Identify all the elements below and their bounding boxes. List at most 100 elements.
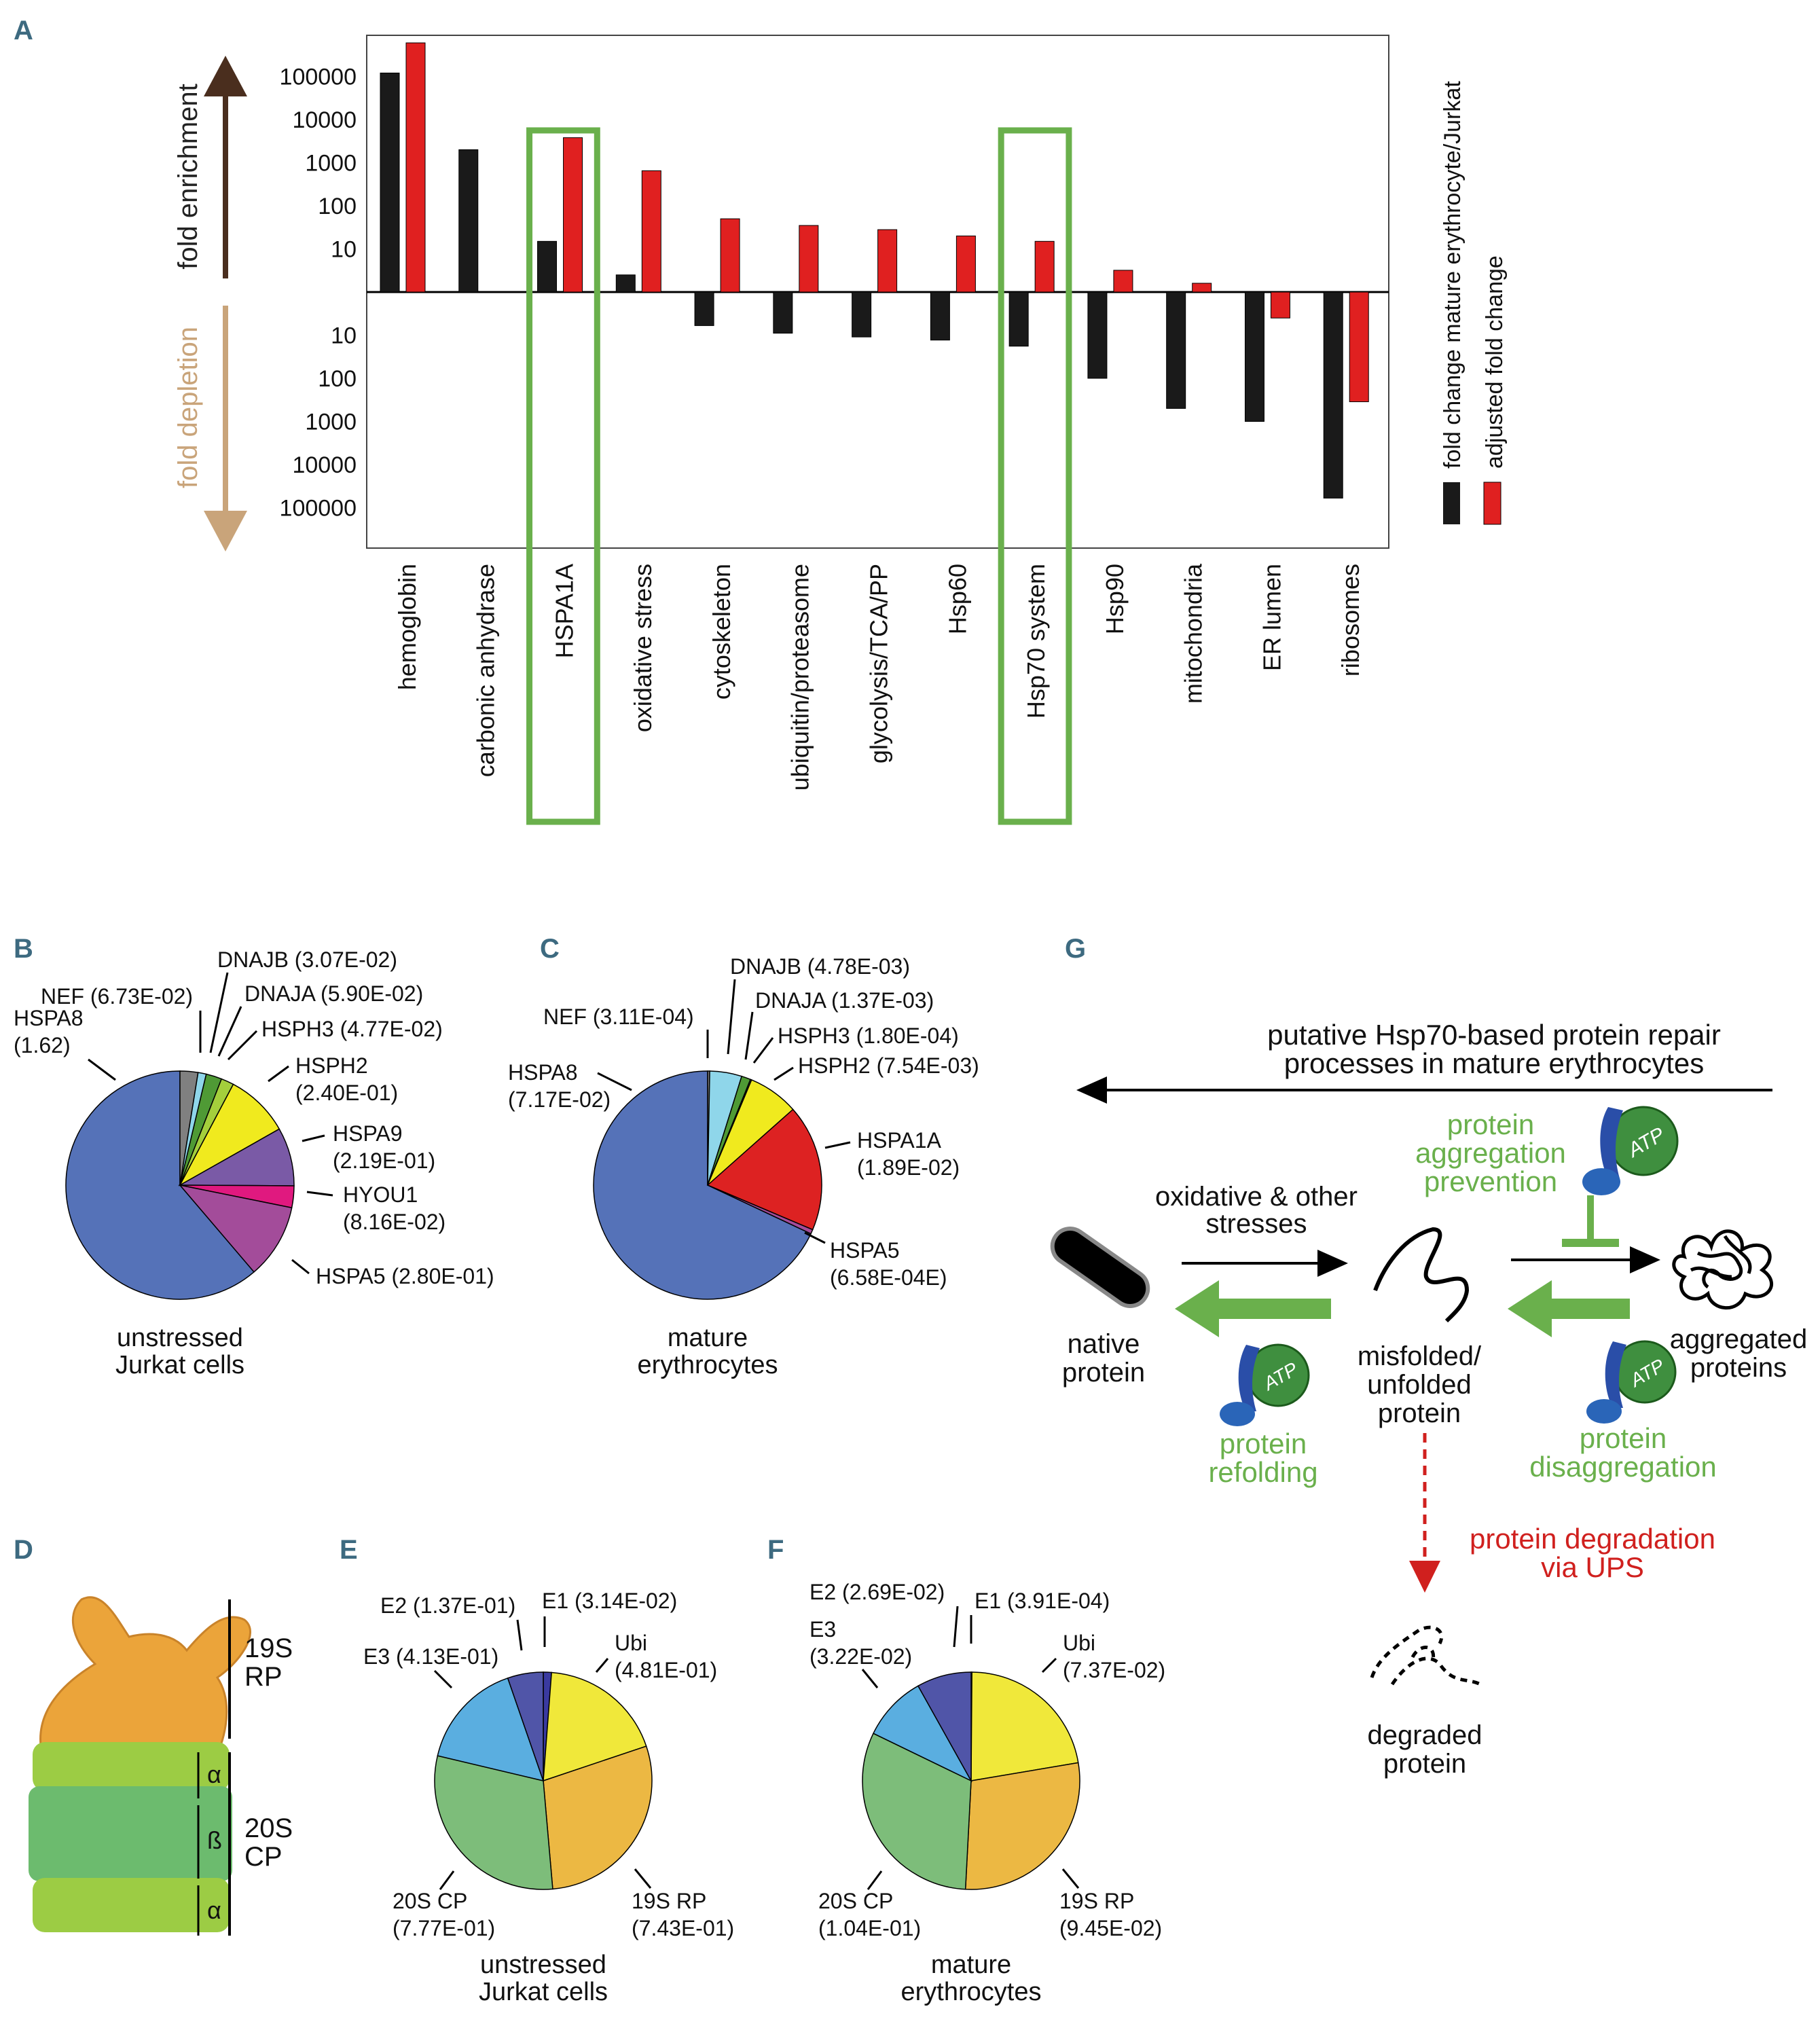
disaggregation-line1: protein <box>1580 1422 1667 1454</box>
leader-c-hspa1a <box>824 1141 851 1149</box>
category-label-oxidative-stress: oxidative stress <box>629 564 657 732</box>
category-label-mitochondria: mitochondria <box>1180 563 1207 704</box>
stress-line2: stresses <box>1206 1209 1307 1239</box>
slice-e-19s-rp <box>543 1745 653 1890</box>
leader-f-e3 <box>861 1669 879 1688</box>
bar-glycolysis-tca-pp-adjusted <box>877 229 898 293</box>
bar-ribosomes-fold-change <box>1323 291 1343 499</box>
value-f-19s: (9.45E-02) <box>1059 1916 1162 1940</box>
value-b-hyou1: (8.16E-02) <box>343 1210 445 1234</box>
slice-b-hspa9 <box>178 1128 295 1187</box>
label-b-dnajb: DNAJB (3.07E-02) <box>217 947 397 972</box>
native-protein-shape <box>1050 1227 1150 1308</box>
slice-c-hspa8 <box>593 1070 812 1300</box>
repair-arrow-head <box>1076 1076 1107 1104</box>
leader-c-dnaja <box>744 1011 754 1060</box>
caption-b-line2: Jurkat cells <box>115 1351 244 1379</box>
label-e-e2: E2 (1.37E-01) <box>380 1593 515 1618</box>
leader-e-ubi <box>595 1658 609 1673</box>
category-label-glycolysis-tca-pp: glycolysis/TCA/PP <box>865 564 893 763</box>
panel-f-letter: F <box>767 1535 784 1565</box>
legend-label-adjusted: adjusted fold change <box>1482 255 1508 469</box>
bar-hsp90-fold-change <box>1087 291 1108 379</box>
native-line2: protein <box>1062 1358 1145 1388</box>
beta-rings <box>29 1786 232 1881</box>
deplete-tick-10000: 10000 <box>292 452 357 478</box>
label-e-e1: E1 (3.14E-02) <box>542 1589 677 1613</box>
deplete-tick-labels: 10 100 1000 10000 100000 <box>280 323 357 522</box>
enrich-tick-100000: 100000 <box>280 65 357 90</box>
value-f-20s: (1.04E-01) <box>818 1916 921 1940</box>
prevention-line2: aggregation <box>1415 1137 1566 1169</box>
category-label-ubiquitin-proteasome: ubiquitin/proteasome <box>786 564 814 791</box>
bar-hspa1a-adjusted <box>563 137 583 293</box>
deplete-tick-1000: 1000 <box>305 410 357 435</box>
caption-e-line1: unstressed <box>480 1951 606 1979</box>
slice-c-hspa1a <box>706 1108 822 1231</box>
slice-b-hsph2 <box>179 1083 280 1187</box>
degradation-line1b: via UPS <box>1541 1551 1644 1583</box>
refolding-line2: refolding <box>1208 1456 1317 1488</box>
enrich-arrow-head <box>204 56 247 96</box>
panel-f: F E2 (2.69E-02) E1 (3.91E-04) E3 (3.22E-… <box>767 1535 1165 2006</box>
cp-label-line2: CP <box>244 1842 283 1872</box>
bar-oxidative-stress-fold-change <box>615 274 636 293</box>
label-c-dnajb: DNAJB (4.78E-03) <box>730 954 910 979</box>
label-c-hsph3: HSPH3 (1.80E-04) <box>778 1024 959 1048</box>
deplete-tick-10: 10 <box>331 323 357 349</box>
highlight-box-hspa1a <box>526 127 600 825</box>
misfolded-protein-shape <box>1373 1227 1470 1323</box>
category-label-carbonic-anhydrase: carbonic anhydrase <box>472 564 500 777</box>
chaperone-icon-left: ATP <box>1220 1343 1310 1426</box>
panel-e: E E2 (1.37E-01) E1 (3.14E-02) E3 (4.13E-… <box>340 1535 734 2006</box>
disaggregation-line2: disaggregation <box>1529 1451 1717 1483</box>
value-c-hspa5: (6.58E-04E) <box>830 1265 947 1290</box>
prevention-line1: protein <box>1447 1108 1534 1140</box>
caption-e-line2: Jurkat cells <box>479 1978 608 2006</box>
value-c-hspa1a: (1.89E-02) <box>857 1155 960 1180</box>
label-b-dnaja: DNAJA (5.90E-02) <box>244 981 423 1006</box>
alpha-ring-top <box>33 1742 230 1791</box>
value-b-hspa8: (1.62) <box>14 1033 71 1057</box>
panel-b: B HSPA8 (1.62) NEF (6.73E-02) DNAJB (3.0… <box>14 934 494 1379</box>
category-label-hemoglobin: hemoglobin <box>393 564 421 690</box>
label-b-hyou1: HYOU1 <box>343 1182 418 1207</box>
value-e-19s: (7.43E-01) <box>632 1916 734 1940</box>
alpha1-label: α <box>207 1760 221 1788</box>
rp-label-line1: 19S <box>244 1633 293 1663</box>
chart-a-bars <box>380 42 1369 499</box>
caption-c-line2: erythrocytes <box>638 1351 778 1379</box>
chaperone-lid-top <box>1600 1107 1623 1178</box>
degradation-arrow-head <box>1409 1561 1440 1593</box>
alpha-ring-bottom <box>33 1878 230 1932</box>
bar-hsp90-adjusted <box>1113 270 1133 293</box>
leader-e-e2 <box>516 1619 523 1651</box>
value-b-hsph2: (2.40E-01) <box>295 1081 398 1105</box>
legend-swatch-fold-change <box>1443 482 1460 524</box>
pie-c-labels: HSPA8 (7.17E-02) NEF (3.11E-04) DNAJB (4… <box>508 954 979 1290</box>
label-e-20s: 20S CP <box>393 1889 467 1913</box>
leader-c-hsph3 <box>752 1037 774 1064</box>
label-b-hspa8: HSPA8 <box>14 1006 84 1030</box>
panel-e-letter: E <box>340 1535 358 1565</box>
label-b-hsph2: HSPH2 <box>295 1053 368 1078</box>
caption-f-line2: erythrocytes <box>901 1978 1042 2006</box>
refolding-line1: protein <box>1220 1428 1307 1460</box>
aggregated-line1: aggregated <box>1670 1324 1807 1354</box>
leader-c-hsph2 <box>774 1066 794 1081</box>
stress-line1: oxidative & other <box>1155 1182 1358 1212</box>
leader-f-19s <box>1061 1868 1080 1889</box>
bar-hemoglobin-fold-change <box>380 72 400 293</box>
highlight-boxes <box>526 127 1072 825</box>
label-b-hspa5: HSPA5 (2.80E-01) <box>316 1264 494 1288</box>
bar-cytoskeleton-fold-change <box>694 291 714 326</box>
bar-oxidative-stress-adjusted <box>641 170 661 293</box>
label-e-ubi: Ubi <box>615 1631 647 1655</box>
label-f-e1: E1 (3.91E-04) <box>975 1589 1110 1613</box>
leader-b-hsph3 <box>227 1030 258 1061</box>
category-labels: hemoglobin carbonic anhydrase HSPA1A oxidat… <box>393 563 1364 791</box>
leader-c-hspa8 <box>597 1072 632 1091</box>
leader-f-20s <box>867 1870 883 1890</box>
label-f-19s: 19S RP <box>1059 1889 1134 1913</box>
caption-f-line1: mature <box>931 1951 1011 1979</box>
